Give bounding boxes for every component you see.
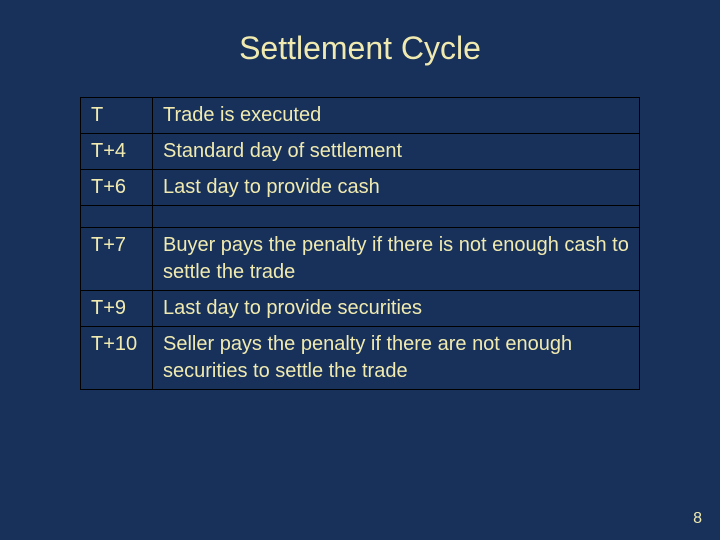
cell-key: T bbox=[81, 98, 153, 134]
cell-desc: Last day to provide cash bbox=[153, 170, 640, 206]
table-row: T+4 Standard day of settlement bbox=[81, 134, 640, 170]
settlement-table: T Trade is executed T+4 Standard day of … bbox=[80, 97, 640, 390]
gap-cell bbox=[153, 206, 640, 228]
table-row: T+6 Last day to provide cash bbox=[81, 170, 640, 206]
table-row: T+10 Seller pays the penalty if there ar… bbox=[81, 327, 640, 390]
table-row: T+7 Buyer pays the penalty if there is n… bbox=[81, 228, 640, 291]
cell-key: T+4 bbox=[81, 134, 153, 170]
cell-key: T+10 bbox=[81, 327, 153, 390]
table-row: T+9 Last day to provide securities bbox=[81, 291, 640, 327]
cell-desc: Last day to provide securities bbox=[153, 291, 640, 327]
cell-key: T+7 bbox=[81, 228, 153, 291]
cell-desc: Standard day of settlement bbox=[153, 134, 640, 170]
gap-cell bbox=[81, 206, 153, 228]
slide: Settlement Cycle T Trade is executed T+4… bbox=[0, 0, 720, 540]
cell-key: T+6 bbox=[81, 170, 153, 206]
table-row: T Trade is executed bbox=[81, 98, 640, 134]
cell-desc: Trade is executed bbox=[153, 98, 640, 134]
slide-title: Settlement Cycle bbox=[80, 30, 640, 67]
page-number: 8 bbox=[693, 510, 702, 528]
table-gap-row bbox=[81, 206, 640, 228]
cell-desc: Seller pays the penalty if there are not… bbox=[153, 327, 640, 390]
cell-desc: Buyer pays the penalty if there is not e… bbox=[153, 228, 640, 291]
cell-key: T+9 bbox=[81, 291, 153, 327]
